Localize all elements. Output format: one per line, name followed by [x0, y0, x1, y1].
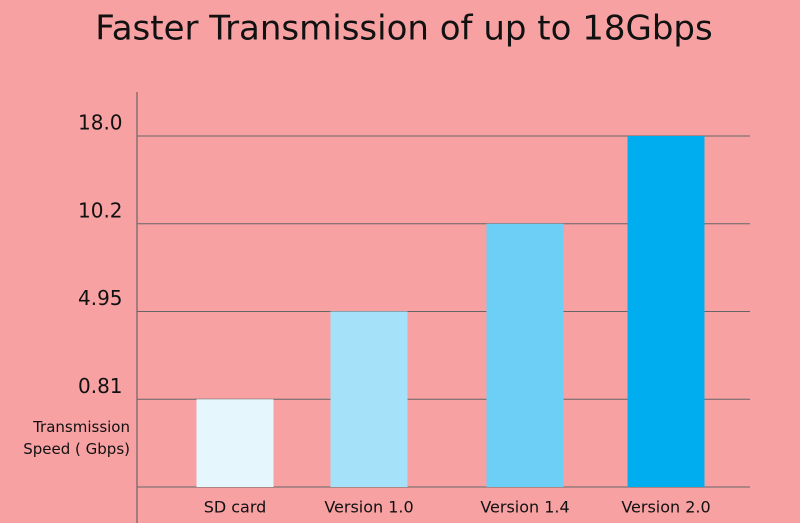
y-tick-label: 18.0	[78, 111, 123, 135]
bar	[330, 311, 408, 487]
bar	[196, 399, 274, 487]
y-tick-label: 10.2	[78, 198, 123, 222]
bar	[486, 223, 564, 487]
x-tick-label: Version 2.0	[621, 498, 710, 517]
x-tick-label: Version 1.4	[480, 498, 569, 517]
x-tick-label: SD card	[204, 498, 267, 517]
y-tick-label: 0.81	[78, 374, 123, 398]
y-axis-label: Transmission Speed ( Gbps)	[23, 418, 130, 458]
bar	[627, 136, 705, 487]
x-tick-label: Version 1.0	[324, 498, 413, 517]
y-tick-label: 4.95	[78, 286, 123, 310]
chart-title: Faster Transmission of up to 18Gbps	[95, 9, 712, 49]
